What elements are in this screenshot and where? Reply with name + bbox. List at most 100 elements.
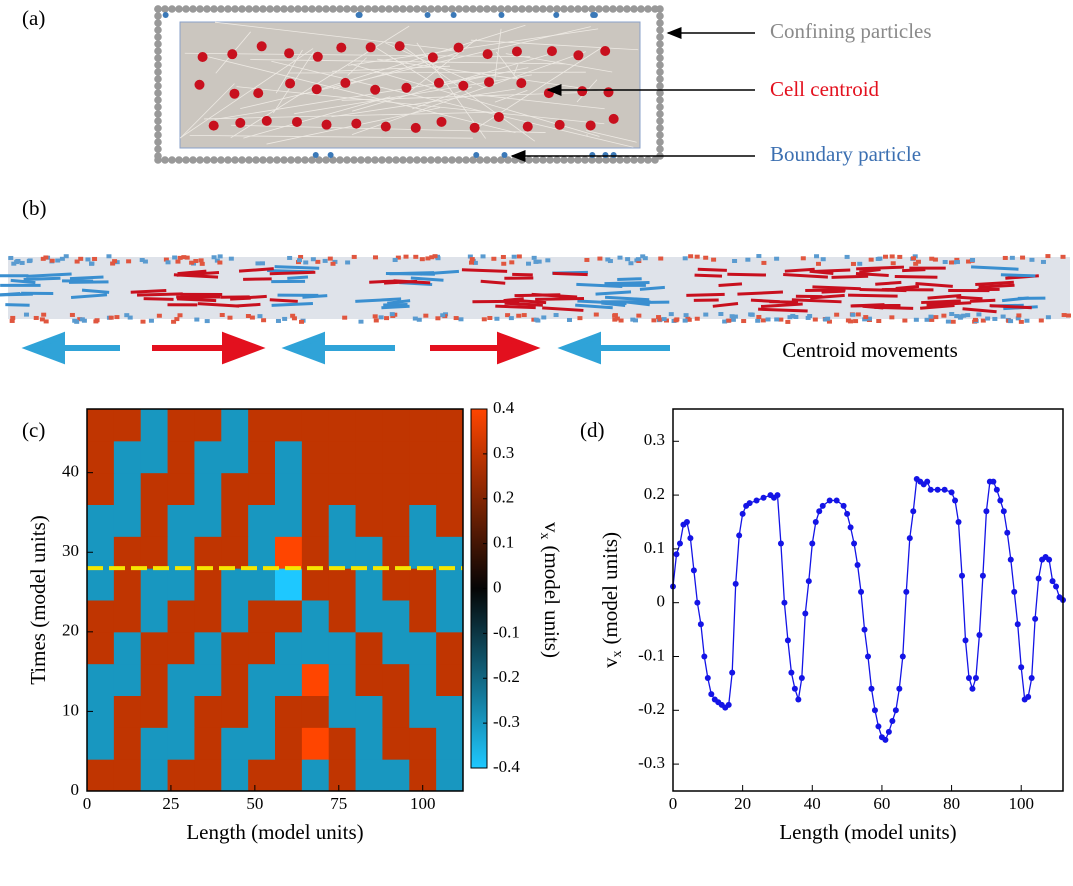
bead: [231, 5, 239, 13]
bead: [630, 156, 638, 164]
edge-particle: [199, 258, 204, 262]
heat-cell: [114, 696, 141, 728]
bead: [420, 156, 428, 164]
edge-particle: [75, 260, 80, 264]
edge-particle: [1003, 256, 1008, 260]
edge-particle: [8, 256, 13, 260]
x-tick-label: 25: [162, 794, 179, 813]
velocity-arrow: [287, 277, 308, 278]
bead: [656, 40, 664, 48]
edge-particle: [949, 260, 954, 264]
bead: [656, 82, 664, 90]
cell-illustration: [154, 5, 664, 164]
bead: [252, 5, 260, 13]
edge-particle: [217, 261, 222, 265]
edge-particle: [501, 262, 506, 266]
edge-particle: [1029, 258, 1034, 262]
bead: [378, 5, 386, 13]
velocity-arrow: [237, 296, 266, 298]
edge-particle: [959, 314, 964, 318]
bead: [154, 19, 162, 27]
heat-cell: [382, 409, 409, 441]
centroid: [381, 122, 391, 132]
data-point: [705, 675, 711, 681]
bead: [567, 5, 575, 13]
edge-particle: [913, 262, 918, 266]
edge-particle: [733, 315, 738, 319]
edge-particle: [1024, 319, 1029, 323]
edge-particle: [774, 257, 779, 261]
bead: [656, 96, 664, 104]
edge-particle: [82, 319, 87, 323]
bead: [656, 12, 664, 20]
velocity-arrow: [236, 304, 260, 306]
data-point: [795, 697, 801, 703]
y-tick-label: -0.2: [638, 699, 665, 718]
edge-particle: [393, 258, 398, 262]
bead: [238, 156, 246, 164]
bead: [259, 5, 267, 13]
centroid: [284, 48, 294, 58]
bead: [357, 156, 365, 164]
bead: [182, 156, 190, 164]
heat-cell: [141, 505, 168, 537]
bead: [434, 5, 442, 13]
velocity-arrow: [553, 273, 588, 274]
edge-particle: [662, 317, 667, 321]
centroid: [336, 43, 346, 53]
data-point: [966, 675, 972, 681]
heat-cell: [87, 600, 114, 632]
centroid: [322, 120, 332, 130]
edge-particle: [688, 254, 693, 258]
bead: [656, 68, 664, 76]
edge-particle: [643, 256, 648, 260]
centroid: [516, 78, 526, 88]
data-point: [708, 691, 714, 697]
centroid: [235, 118, 245, 128]
edge-particle: [435, 316, 440, 320]
data-point: [785, 637, 791, 643]
heat-cell: [302, 600, 329, 632]
edge-particle: [487, 316, 492, 320]
colorbar-tick-label: 0.3: [493, 443, 514, 462]
data-point: [997, 497, 1003, 503]
bead: [490, 156, 498, 164]
edge-particle: [110, 262, 115, 266]
x-tick-label: 60: [873, 794, 890, 813]
heat-cell: [114, 473, 141, 505]
bead: [518, 5, 526, 13]
data-point: [792, 686, 798, 692]
edge-particle: [658, 257, 663, 261]
heat-cell: [168, 409, 195, 441]
edge-particle: [379, 315, 384, 319]
bead: [161, 156, 169, 164]
heat-cell: [87, 505, 114, 537]
bead: [343, 5, 351, 13]
data-point: [806, 578, 812, 584]
heat-cell: [221, 505, 248, 537]
heat-cell: [194, 632, 221, 664]
y-tick-label: 20: [62, 621, 79, 640]
heat-cell: [409, 664, 436, 696]
data-point: [754, 497, 760, 503]
velocity-arrow: [902, 270, 925, 271]
edge-particle: [10, 316, 15, 320]
boundary-dot: [473, 152, 479, 158]
bead: [567, 156, 575, 164]
bead: [532, 156, 540, 164]
bead: [532, 5, 540, 13]
bead: [154, 89, 162, 97]
boundary-dot: [498, 12, 504, 18]
heat-cell: [141, 727, 168, 759]
edge-particle: [261, 318, 266, 322]
edge-particle: [1041, 260, 1046, 264]
bead: [189, 5, 197, 13]
edge-particle: [1010, 256, 1015, 260]
velocity-arrow: [495, 306, 535, 308]
bead: [637, 156, 645, 164]
heat-cell: [356, 473, 383, 505]
edge-particle: [785, 320, 790, 324]
heat-cell: [221, 536, 248, 568]
velocity-arrow: [70, 277, 104, 279]
heat-cell: [275, 696, 302, 728]
